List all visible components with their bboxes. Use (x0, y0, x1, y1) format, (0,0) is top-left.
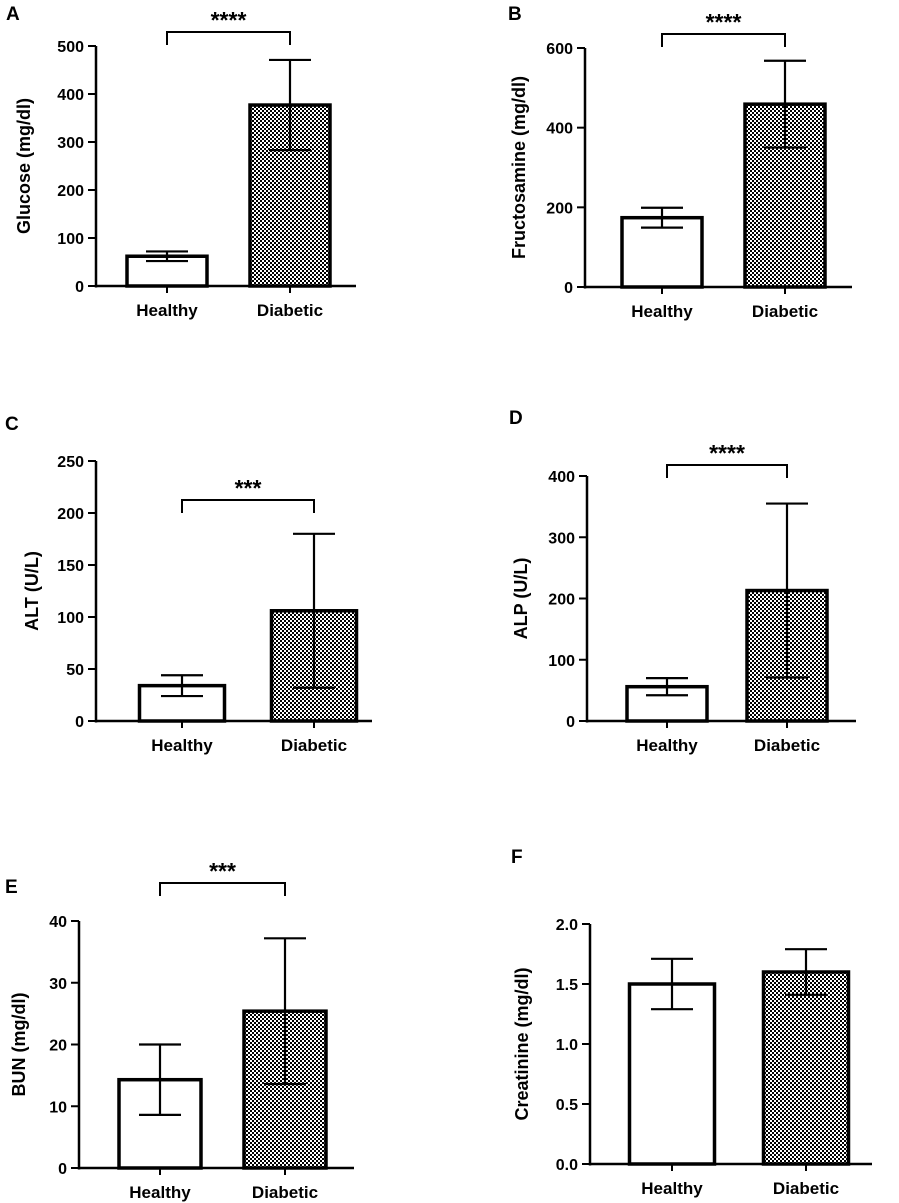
panel-d-category-label: Diabetic (754, 736, 820, 755)
panel-f-category-label: Healthy (641, 1179, 703, 1198)
panel-b-y-axis-label: Fructosamine (mg/dl) (509, 76, 529, 259)
panel-a-y-tick-label: 100 (57, 231, 84, 248)
panel-e-letter: E (5, 877, 18, 898)
panel-c-category-label: Diabetic (281, 736, 347, 755)
panel-c-y-tick-label: 100 (57, 610, 84, 627)
panel-b-y-tick-label: 400 (546, 121, 573, 138)
panel-c-significance-stars: *** (235, 475, 262, 501)
panel-d-y-tick-label: 0 (566, 714, 575, 731)
panel-f-bar-healthy (627, 982, 717, 1166)
panel-c-y-tick-label: 150 (57, 558, 84, 575)
panel-e-y-tick-label: 30 (49, 976, 67, 993)
panel-f-y-tick-label: 1.0 (556, 1037, 578, 1054)
panel-d-y-tick-label: 100 (548, 653, 575, 670)
panel-c-y-tick-label: 50 (66, 662, 84, 679)
panel-e-significance-stars: *** (209, 858, 236, 884)
panel-a-y-tick-label: 300 (57, 135, 84, 152)
panel-b-significance-stars: **** (706, 9, 742, 35)
panel-f-letter: F (511, 847, 523, 868)
panel-a-y-tick-label: 500 (57, 39, 84, 56)
panel-b-category-label: Healthy (631, 302, 693, 321)
panel-c-category-label: Healthy (151, 736, 213, 755)
panel-f-y-tick-label: 0.0 (556, 1157, 578, 1174)
panel-a-y-tick-label: 200 (57, 183, 84, 200)
panel-b-significance-bracket (661, 33, 786, 47)
panel-f-y-axis-label: Creatinine (mg/dl) (512, 967, 532, 1120)
panel-d-significance-stars: **** (709, 440, 745, 466)
panel-d-y-tick-label: 200 (548, 592, 575, 609)
panel-d-y-tick-label: 400 (548, 469, 575, 486)
panel-b-letter: B (508, 4, 522, 25)
panel-d-category-label: Healthy (636, 736, 698, 755)
panel-c-y-axis-label: ALT (U/L) (22, 551, 42, 631)
panel-f-y-tick-label: 0.5 (556, 1097, 578, 1114)
panel-b-y-tick-label: 600 (546, 41, 573, 58)
panel-a-category-label: Diabetic (257, 301, 323, 320)
panel-f-category-label: Diabetic (773, 1179, 839, 1198)
panel-a-y-axis-label: Glucose (mg/dl) (14, 98, 34, 234)
panel-c-significance-bracket (181, 499, 315, 513)
panel-f-y-tick-label: 2.0 (556, 917, 578, 934)
panel-e-category-label: Healthy (129, 1183, 191, 1202)
panel-c-y-tick-label: 250 (57, 454, 84, 471)
panel-d-significance-bracket (666, 464, 788, 478)
panel-a-category-label: Healthy (136, 301, 198, 320)
panel-e-y-tick-label: 20 (49, 1038, 67, 1055)
panel-e-significance-bracket (159, 882, 286, 896)
panel-e-y-tick-label: 10 (49, 1099, 67, 1116)
panel-b-y-tick-label: 200 (546, 200, 573, 217)
panel-d-letter: D (509, 408, 523, 429)
panel-c-y-tick-label: 0 (75, 714, 84, 731)
panel-c-letter: C (5, 414, 19, 435)
panel-e-category-label: Diabetic (252, 1183, 318, 1202)
panel-f-y-tick-label: 1.5 (556, 977, 578, 994)
panel-f-bar-diabetic (761, 970, 851, 1166)
panel-e-y-axis-label: BUN (mg/dl) (9, 993, 29, 1097)
panel-b-category-label: Diabetic (752, 302, 818, 321)
panel-a-significance-bracket (166, 31, 291, 45)
panel-d-y-axis-label: ALP (U/L) (511, 558, 531, 640)
panel-a-significance-stars: **** (211, 7, 247, 33)
panel-e-y-tick-label: 40 (49, 914, 67, 931)
panel-a-y-tick-label: 400 (57, 87, 84, 104)
panel-a-letter: A (6, 4, 20, 25)
panel-b-y-tick-label: 0 (564, 280, 573, 297)
panel-e-y-tick-label: 0 (58, 1161, 67, 1178)
panel-a-y-tick-label: 0 (75, 279, 84, 296)
panel-c-y-tick-label: 200 (57, 506, 84, 523)
panel-d-y-tick-label: 300 (548, 530, 575, 547)
